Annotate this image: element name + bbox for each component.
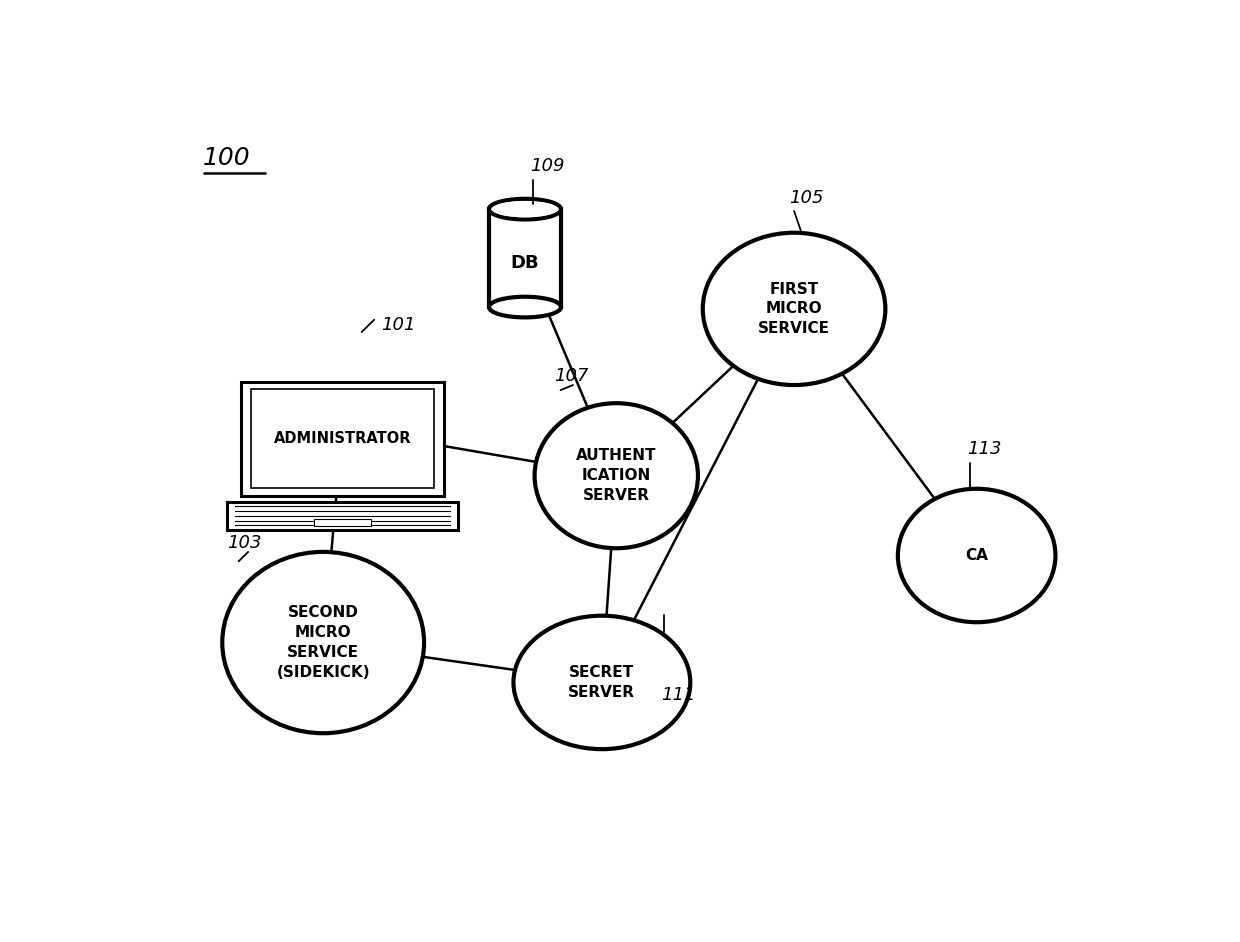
Text: SECRET
SERVER: SECRET SERVER	[568, 665, 635, 700]
Bar	[241, 382, 444, 495]
Text: CA: CA	[965, 548, 988, 563]
Bar	[227, 502, 458, 530]
Text: 107: 107	[554, 367, 588, 385]
Ellipse shape	[489, 297, 560, 317]
Text: 103: 103	[227, 534, 262, 552]
Text: SECOND
MICRO
SERVICE
(SIDEKICK): SECOND MICRO SERVICE (SIDEKICK)	[277, 606, 370, 680]
Text: DB: DB	[511, 254, 539, 272]
Bar	[489, 209, 560, 307]
Text: 101: 101	[381, 317, 415, 334]
Ellipse shape	[513, 616, 691, 749]
Ellipse shape	[898, 489, 1055, 623]
Ellipse shape	[492, 201, 558, 218]
Ellipse shape	[222, 552, 424, 733]
Text: FIRST
MICRO
SERVICE: FIRST MICRO SERVICE	[758, 282, 830, 336]
Ellipse shape	[489, 199, 560, 219]
Bar	[314, 519, 371, 526]
Bar	[250, 389, 434, 488]
Ellipse shape	[703, 233, 885, 385]
Text: AUTHENT
ICATION
SERVER: AUTHENT ICATION SERVER	[577, 448, 656, 503]
Text: 111: 111	[661, 686, 696, 705]
Text: 109: 109	[529, 156, 564, 174]
Ellipse shape	[534, 403, 698, 548]
Text: 105: 105	[789, 189, 823, 207]
Text: ADMINISTRATOR: ADMINISTRATOR	[274, 431, 412, 447]
Text: 113: 113	[967, 440, 1002, 458]
Text: 100: 100	[203, 146, 250, 170]
